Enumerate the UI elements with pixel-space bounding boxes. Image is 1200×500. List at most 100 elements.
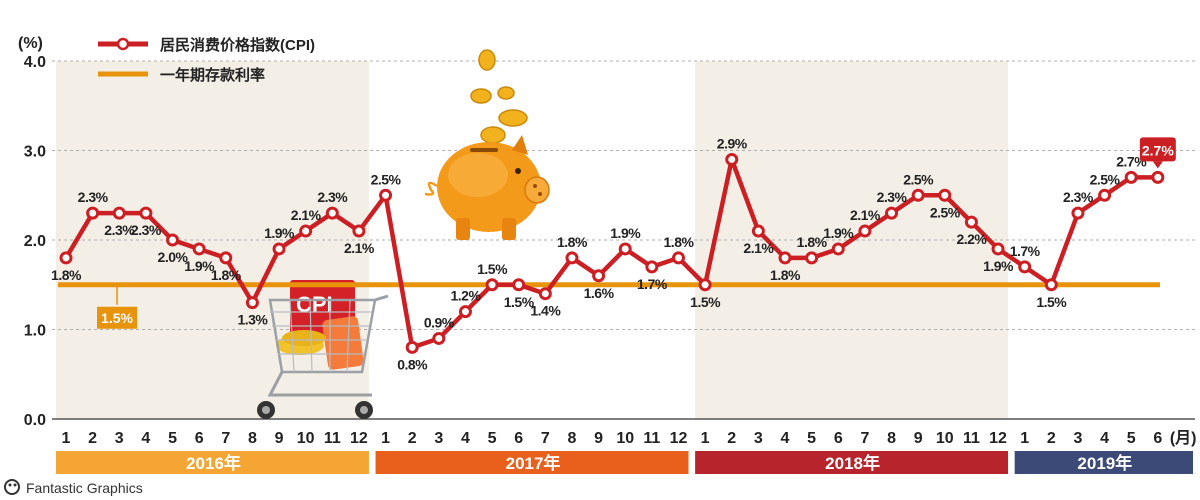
cpi-data-label: 1.6%: [584, 285, 615, 301]
cpi-last-label-pointer: [1152, 161, 1163, 169]
brand-logo-icon: [4, 479, 20, 495]
cpi-data-label: 2.1%: [743, 240, 774, 256]
cpi-data-label: 1.7%: [1010, 243, 1041, 259]
x-tick-label: 10: [297, 430, 315, 447]
cpi-point: [59, 251, 73, 265]
cpi-data-label: 0.8%: [397, 356, 428, 372]
cpi-point: [858, 224, 872, 238]
x-tick-label: 4: [141, 430, 150, 447]
cpi-data-label: 1.3%: [237, 312, 268, 328]
x-tick-label: 5: [488, 430, 497, 447]
cpi-point: [139, 206, 153, 220]
x-tick-label: 2: [727, 430, 736, 447]
shopping-cart-icon: CPI: [257, 280, 389, 419]
cpi-data-label: 2.3%: [1063, 189, 1094, 205]
cpi-data-label: 1.5%: [1036, 294, 1067, 310]
x-tick-label: 5: [168, 430, 177, 447]
cpi-data-label: 2.3%: [78, 189, 109, 205]
cpi-data-label: 2.3%: [877, 189, 908, 205]
cpi-series: 1.8%2.3%2.3%2.3%2.0%1.9%1.8%1.3%1.9%2.1%…: [51, 135, 1176, 372]
year-label: 2017年: [506, 453, 561, 473]
year-band: [56, 451, 369, 474]
x-tick-label: 11: [643, 430, 660, 447]
cpi-point: [538, 287, 552, 301]
x-tick-label: 1: [62, 430, 71, 447]
legend-label-cpi: 居民消费价格指数(CPI): [160, 36, 315, 54]
cpi-point: [86, 206, 100, 220]
cpi-data-label: 1.8%: [51, 267, 82, 283]
x-tick-label: 3: [754, 430, 763, 447]
cpi-point: [1124, 170, 1138, 184]
cpi-data-label: 1.8%: [557, 234, 588, 250]
legend-item-cpi: 居民消费价格指数(CPI): [98, 36, 315, 54]
x-tick-label: 9: [275, 430, 284, 447]
y-tick-label: 2.0: [24, 233, 46, 250]
cpi-data-label: 1.8%: [770, 267, 801, 283]
x-tick-label: 2: [88, 430, 97, 447]
cpi-point: [1018, 260, 1032, 274]
year-label: 2018年: [825, 453, 880, 473]
cpi-data-label: 2.1%: [291, 207, 322, 223]
cpi-point: [725, 152, 739, 166]
cpi-point: [405, 340, 419, 354]
cpi-point: [219, 251, 233, 265]
x-tick-label: 6: [514, 430, 523, 447]
deposit-rate-label-box: [97, 306, 137, 329]
x-tick-label: 4: [1100, 430, 1109, 447]
x-tick-label: 6: [834, 430, 843, 447]
cpi-data-label: 2.3%: [131, 222, 162, 238]
cpi-point: [325, 206, 339, 220]
x-tick-label: 10: [616, 430, 634, 447]
cpi-data-label: 1.8%: [797, 234, 828, 250]
cpi-point: [911, 188, 925, 202]
x-tick-label: 4: [461, 430, 470, 447]
cpi-data-label: 2.1%: [344, 240, 375, 256]
cpi-point: [592, 269, 606, 283]
x-tick-label: 8: [568, 430, 577, 447]
x-axis: 1 2 3 4 5 6 7 8 9 10 11 12 1 2 3 4 5 6 7 8 9 10 11 12 1 2 3 4 5 6 7 8 9 1…: [62, 429, 1197, 447]
brand-name: Fantastic Graphics: [26, 480, 143, 496]
x-tick-label: 3: [115, 430, 124, 447]
cpi-data-label: 2.5%: [930, 204, 961, 220]
cpi-data-label: 2.9%: [717, 135, 748, 151]
legend-label-deposit-rate: 一年期存款利率: [160, 66, 265, 84]
cpi-point: [379, 188, 393, 202]
cart-tag-text: CPI: [296, 292, 333, 317]
year-bands: 2016年 2017年 2018年 2019年: [56, 451, 1193, 474]
cpi-data-label: 2.3%: [104, 222, 135, 238]
cpi-point: [1098, 188, 1112, 202]
y-axis-ticks: 0.0 1.0 2.0 3.0 4.0: [24, 54, 46, 429]
y-tick-label: 3.0: [24, 144, 46, 161]
cpi-point: [618, 242, 632, 256]
cpi-point: [991, 242, 1005, 256]
cpi-data-label: 1.9%: [264, 225, 295, 241]
x-tick-label: 10: [936, 430, 954, 447]
x-tick-label: 8: [248, 430, 257, 447]
cpi-point: [245, 296, 259, 310]
x-tick-label: 7: [541, 430, 550, 447]
x-tick-label: 12: [670, 430, 688, 447]
piggy-bank-icon: [424, 49, 550, 240]
cpi-point: [1151, 170, 1165, 184]
cpi-point: [885, 206, 899, 220]
cpi-point: [645, 260, 659, 274]
cpi-point: [778, 251, 792, 265]
cpi-data-label: 2.1%: [850, 207, 881, 223]
x-tick-label: 4: [781, 430, 790, 447]
legend: 居民消费价格指数(CPI) 一年期存款利率: [98, 36, 315, 84]
x-tick-label: 9: [594, 430, 603, 447]
cpi-point: [458, 305, 472, 319]
year-band: [695, 451, 1009, 474]
legend-item-deposit-rate: 一年期存款利率: [98, 66, 265, 84]
x-tick-label: 2: [1047, 430, 1056, 447]
cpi-last-label: 2.7%: [1142, 142, 1174, 158]
cpi-data-label: 1.9%: [610, 225, 641, 241]
x-tick-label: 11: [324, 430, 341, 447]
brand: Fantastic Graphics: [4, 479, 143, 496]
x-tick-label: 6: [1153, 430, 1162, 447]
y-tick-label: 4.0: [24, 54, 46, 71]
cpi-data-label: 1.8%: [664, 234, 695, 250]
cpi-data-label: 1.9%: [983, 258, 1014, 274]
cpi-point: [751, 224, 765, 238]
x-tick-label: 3: [1073, 430, 1082, 447]
